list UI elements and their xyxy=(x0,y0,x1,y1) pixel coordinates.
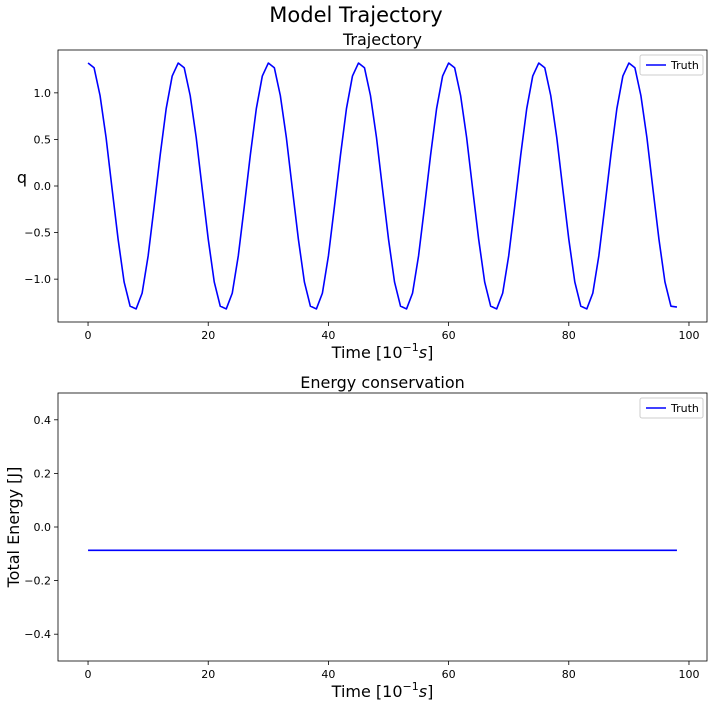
trajectory-legend: Truth xyxy=(639,54,704,76)
trajectory-legend-label: Truth xyxy=(670,59,699,72)
energy-x-tick-label: 60 xyxy=(442,668,456,681)
trajectory-y-tick-label: 0.0 xyxy=(34,180,52,193)
energy-title: Energy conservation xyxy=(300,373,465,392)
energy-x-tick-label: 100 xyxy=(678,668,699,681)
x-label-close: ] xyxy=(427,682,433,701)
energy-y-tick-label: 0.2 xyxy=(34,467,52,480)
energy-legend: Truth xyxy=(639,397,704,419)
trajectory-y-tick-label: −0.5 xyxy=(24,227,51,240)
energy-axes-frame xyxy=(57,392,708,662)
trajectory-x-tick-label: 40 xyxy=(321,329,335,342)
x-label-base: Time [10 xyxy=(331,343,403,362)
trajectory-x-tick-label: 80 xyxy=(562,329,576,342)
trajectory-x-tick-label: 100 xyxy=(678,329,699,342)
energy-x-axis-label: Time [10−1s] xyxy=(331,680,434,701)
x-label-unit: s xyxy=(419,343,427,362)
energy-x-tick-label: 20 xyxy=(201,668,215,681)
trajectory-x-tick-label: 20 xyxy=(201,329,215,342)
trajectory-title: Trajectory xyxy=(342,30,422,49)
energy-legend-label: Truth xyxy=(670,402,699,415)
figure-suptitle: Model Trajectory xyxy=(269,3,442,27)
energy-y-tick-label: 0.0 xyxy=(34,521,52,534)
energy-legend-box xyxy=(639,397,704,419)
trajectory-chart: Trajectory 0 20 40 60 80 100 −1.0 −0.5 0.0 0.5 1.0 T… xyxy=(17,30,708,362)
trajectory-series-truth xyxy=(87,62,678,310)
x-label-unit: s xyxy=(419,682,427,701)
trajectory-y-tick-label: 0.5 xyxy=(34,133,52,146)
energy-y-tick-label: 0.4 xyxy=(34,414,52,427)
x-label-base: Time [10 xyxy=(331,682,403,701)
trajectory-y-tick-label: −1.0 xyxy=(24,273,51,286)
trajectory-x-tick-label: 0 xyxy=(85,329,92,342)
x-label-exponent: −1 xyxy=(403,680,419,693)
energy-y-tick-label: −0.4 xyxy=(24,628,51,641)
trajectory-x-axis-label: Time [10−1s] xyxy=(331,341,434,362)
x-label-close: ] xyxy=(427,343,433,362)
energy-conservation-chart: Energy conservation 0 20 40 60 80 100 −0.4 −0.2 0… xyxy=(4,373,708,701)
trajectory-y-axis-label: q xyxy=(17,168,27,187)
trajectory-y-tick-label: 1.0 xyxy=(34,87,52,100)
energy-x-tick-label: 40 xyxy=(321,668,335,681)
energy-x-tick-label: 0 xyxy=(85,668,92,681)
trajectory-legend-box xyxy=(639,54,704,76)
energy-y-tick-label: −0.2 xyxy=(24,575,51,588)
x-label-exponent: −1 xyxy=(403,341,419,354)
energy-y-axis-label: Total Energy [J] xyxy=(4,467,23,589)
trajectory-x-tick-label: 60 xyxy=(442,329,456,342)
energy-x-tick-label: 80 xyxy=(562,668,576,681)
